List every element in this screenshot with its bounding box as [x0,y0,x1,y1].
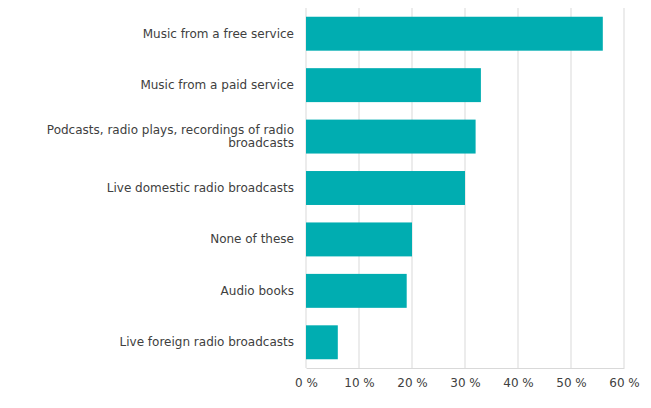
y-tick-label-line: Live foreign radio broadcasts [120,335,294,349]
bar [306,68,481,102]
x-tick-label: 30 % [450,376,481,390]
x-axis-line [307,368,625,369]
x-tick-label: 20 % [397,376,428,390]
y-tick-label: Live foreign radio broadcasts [120,335,294,349]
y-tick-label: Audio books [221,284,294,298]
y-tick: None of these [210,232,294,246]
x-tick-label: 60 % [609,376,640,390]
y-tick-label-line: broadcasts [228,136,294,150]
y-tick-label-line: Music from a free service [143,27,294,41]
chart: 0 % 10 % 20 % 30 % 40 % 50 % 60 % Music from a … [0,0,651,408]
y-tick: Podcasts, radio plays, recordings of rad… [47,123,294,151]
x-tick: 60 % [609,368,640,390]
y-tick-label: Live domestic radio broadcasts [107,181,294,195]
y-axis: Music from a free service Music from a pa… [47,27,294,350]
grid-line [571,8,572,368]
bar [306,274,407,308]
y-tick-label: Music from a free service [143,27,294,41]
x-tick: 0 % [295,368,318,390]
grid-line [518,8,519,368]
x-tick: 50 % [556,368,587,390]
bars [306,17,603,360]
y-tick: Audio books [221,284,294,298]
bar [306,325,338,359]
x-tick: 30 % [450,368,481,390]
bar [306,17,603,51]
x-tick: 20 % [397,368,428,390]
y-tick: Live domestic radio broadcasts [107,181,294,195]
bar [306,171,465,205]
bar [306,120,476,154]
y-tick-label: None of these [210,232,294,246]
x-axis: 0 % 10 % 20 % 30 % 40 % 50 % 60 % [295,368,640,390]
x-tick: 10 % [344,368,375,390]
y-tick: Music from a paid service [140,78,294,92]
y-tick-label: Music from a paid service [140,78,294,92]
y-tick: Live foreign radio broadcasts [120,335,294,349]
y-tick-label-line: None of these [210,232,294,246]
y-tick: Music from a free service [143,27,294,41]
x-tick: 40 % [503,368,534,390]
x-tick-label: 40 % [503,376,534,390]
grid [306,8,624,368]
y-tick-label-line: Music from a paid service [140,78,294,92]
x-tick-label: 50 % [556,376,587,390]
grid-line [624,8,625,368]
y-tick-label-line: Podcasts, radio plays, recordings of rad… [47,123,294,137]
y-tick-label: Podcasts, radio plays, recordings of rad… [47,123,294,151]
y-tick-label-line: Audio books [221,284,294,298]
x-tick-label: 10 % [344,376,375,390]
x-tick-label: 0 % [295,376,318,390]
bar [306,222,412,256]
y-tick-label-line: Live domestic radio broadcasts [107,181,294,195]
